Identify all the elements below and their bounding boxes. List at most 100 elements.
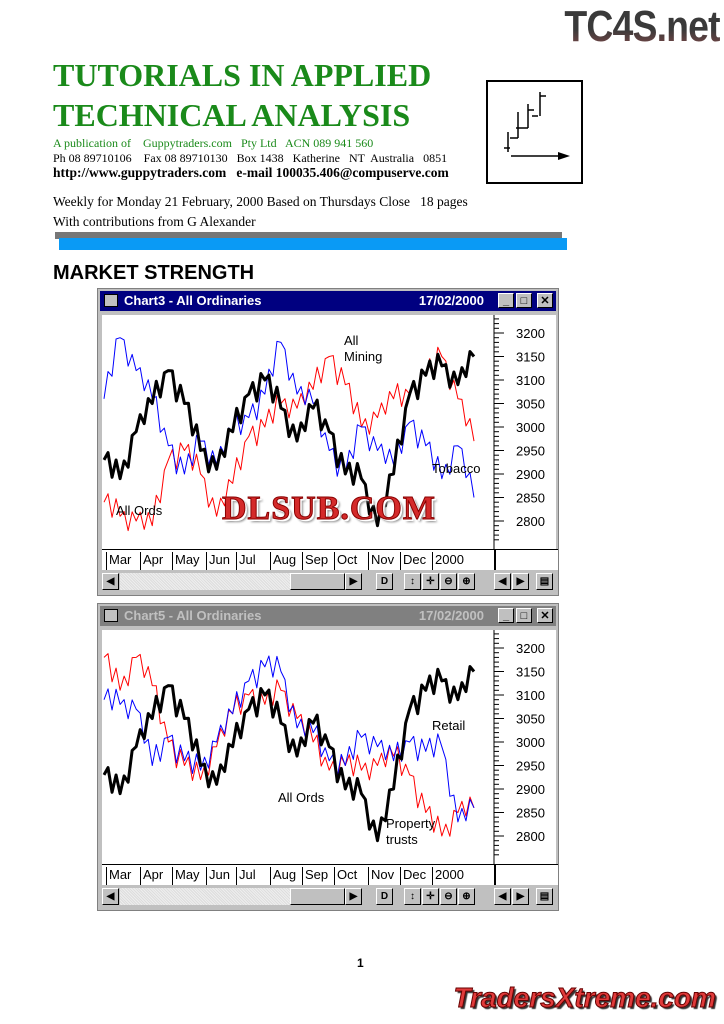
x-tick-label: Jul [236, 552, 256, 570]
scrollbar-thumb[interactable] [290, 573, 345, 590]
y-tick-label: 3100 [516, 373, 545, 388]
series-annotation: Mining [344, 349, 382, 364]
y-tick-label: 2800 [516, 829, 545, 844]
scroll-left-button[interactable]: ◀ [102, 573, 119, 590]
zoom-out-icon[interactable]: ⊖ [440, 888, 457, 905]
y-tick-label: 3200 [516, 641, 545, 656]
x-tick-label: Aug [270, 552, 296, 570]
window-date: 17/02/2000 [418, 293, 484, 308]
vertical-scale-icon[interactable]: ↕ [404, 573, 421, 590]
y-tick-label: 2800 [516, 514, 545, 529]
zoom-in-icon[interactable]: ⊕ [458, 573, 475, 590]
window-date: 17/02/2000 [418, 608, 484, 623]
month-axis: Mar Apr May Jun Jul Aug Sep Oct Nov Dec 2000 [102, 864, 494, 885]
close-button[interactable]: ✕ [537, 608, 553, 623]
title-bar[interactable]: Chart3 - All Ordinaries 17/02/2000 _ □ ✕ [100, 291, 556, 311]
x-tick-label: Jun [206, 552, 230, 570]
title-bar[interactable]: Chart5 - All Ordinaries 17/02/2000 _ □ ✕ [100, 606, 556, 626]
x-tick-label: Dec [400, 867, 426, 885]
next-button[interactable]: ▶ [512, 573, 529, 590]
x-tick-label: Nov [368, 867, 394, 885]
y-tick-label: 2950 [516, 759, 545, 774]
separator-shadow [55, 232, 562, 239]
x-tick-label: Apr [140, 867, 163, 885]
title-line-2: TECHNICAL ANALYSIS [53, 97, 411, 133]
y-tick-label: 2850 [516, 806, 545, 821]
scroll-left-button[interactable]: ◀ [102, 888, 119, 905]
dlsub-watermark: DLSUB.COM [222, 490, 436, 528]
chart-toolbar: ◀ ▶ D ↕ ✛ ⊖ ⊕ ◀ ▶ ▤ [102, 887, 556, 907]
series-annotation: trusts [386, 832, 418, 847]
x-tick-label: Sep [302, 867, 328, 885]
y-tick-label: 3200 [516, 326, 545, 341]
publication-line: A publication of Guppytraders.com Pty Lt… [53, 136, 374, 150]
chart-toolbar: ◀ ▶ D ↕ ✛ ⊖ ⊕ ◀ ▶ ▤ [102, 572, 556, 592]
step-chart-logo-icon [504, 92, 570, 160]
x-tick-label: 2000 [432, 867, 464, 885]
series-annotation: Tobacco [432, 461, 480, 476]
scrollbar-track[interactable] [120, 888, 290, 905]
x-tick-label: Apr [140, 552, 163, 570]
series-line-all-ords [102, 350, 476, 528]
scroll-right-button[interactable]: ▶ [345, 888, 362, 905]
series-annotation: Retail [432, 718, 465, 733]
y-tick-label: 2950 [516, 444, 545, 459]
series-line-retail [103, 655, 475, 823]
chart-window-1[interactable]: Chart3 - All Ordinaries 17/02/2000 _ □ ✕… [97, 288, 559, 596]
move-icon[interactable]: ✛ [422, 888, 439, 905]
window-title: Chart5 - All Ordinaries [124, 608, 262, 623]
system-menu-icon[interactable] [104, 609, 118, 622]
series-annotation: Property [386, 816, 436, 831]
scrollbar-thumb[interactable] [290, 888, 345, 905]
contact-line: Ph 08 89710106 Fax 08 89710130 Box 1438 … [53, 151, 448, 165]
line-chart: 3200 3150 3100 3050 3000 2950 2900 2850 2800 Reta… [102, 628, 545, 864]
minimize-button[interactable]: _ [498, 293, 514, 308]
y-tick-label: 2900 [516, 467, 545, 482]
x-tick-label: Aug [270, 867, 296, 885]
y-tick-label: 2850 [516, 491, 545, 506]
line-chart: 3200 3150 3100 3050 3000 2950 2900 2850 2800 AllM… [102, 313, 545, 549]
minimize-button[interactable]: _ [498, 608, 514, 623]
prev-button[interactable]: ◀ [494, 888, 511, 905]
y-tick-label: 3100 [516, 688, 545, 703]
x-tick-label: May [172, 867, 200, 885]
tradersxtreme-watermark: TradersXtreme.com [453, 982, 716, 1014]
zoom-out-icon[interactable]: ⊖ [440, 573, 457, 590]
window-list-icon[interactable]: ▤ [536, 888, 553, 905]
series-line-all-ords [102, 665, 476, 843]
x-tick-label: Mar [106, 867, 131, 885]
x-tick-label: Sep [302, 552, 328, 570]
x-tick-label: 2000 [432, 552, 464, 570]
window-title: Chart3 - All Ordinaries [124, 293, 262, 308]
plot-area[interactable]: 3200 3150 3100 3050 3000 2950 2900 2850 2800 Reta… [102, 628, 556, 864]
x-tick-label: Jun [206, 867, 230, 885]
logo-box [486, 80, 583, 184]
window-list-icon[interactable]: ▤ [536, 573, 553, 590]
system-menu-icon[interactable] [104, 294, 118, 307]
next-button[interactable]: ▶ [512, 888, 529, 905]
daily-button[interactable]: D [376, 888, 393, 905]
issue-line: Weekly for Monday 21 February, 2000 Base… [53, 194, 468, 209]
series-annotation: All Ords [116, 503, 163, 518]
vertical-scale-icon[interactable]: ↕ [404, 888, 421, 905]
title-line-1: TUTORIALS IN APPLIED [53, 57, 432, 93]
daily-button[interactable]: D [376, 573, 393, 590]
zoom-in-icon[interactable]: ⊕ [458, 888, 475, 905]
scroll-right-button[interactable]: ▶ [345, 573, 362, 590]
y-tick-label: 3000 [516, 420, 545, 435]
y-tick-label: 3050 [516, 397, 545, 412]
chart-window-2[interactable]: Chart5 - All Ordinaries 17/02/2000 _ □ ✕… [97, 603, 559, 911]
scrollbar-track[interactable] [120, 573, 290, 590]
series-line-tobacco [103, 337, 475, 498]
series-line-property-trusts [103, 653, 475, 837]
y-tick-label: 3000 [516, 735, 545, 750]
section-title: MARKET STRENGTH [53, 262, 255, 284]
maximize-button[interactable]: □ [516, 608, 532, 623]
close-button[interactable]: ✕ [537, 293, 553, 308]
axis-corner [494, 549, 558, 570]
move-icon[interactable]: ✛ [422, 573, 439, 590]
plot-area[interactable]: 3200 3150 3100 3050 3000 2950 2900 2850 2800 All M… [102, 313, 556, 549]
maximize-button[interactable]: □ [516, 293, 532, 308]
prev-button[interactable]: ◀ [494, 573, 511, 590]
